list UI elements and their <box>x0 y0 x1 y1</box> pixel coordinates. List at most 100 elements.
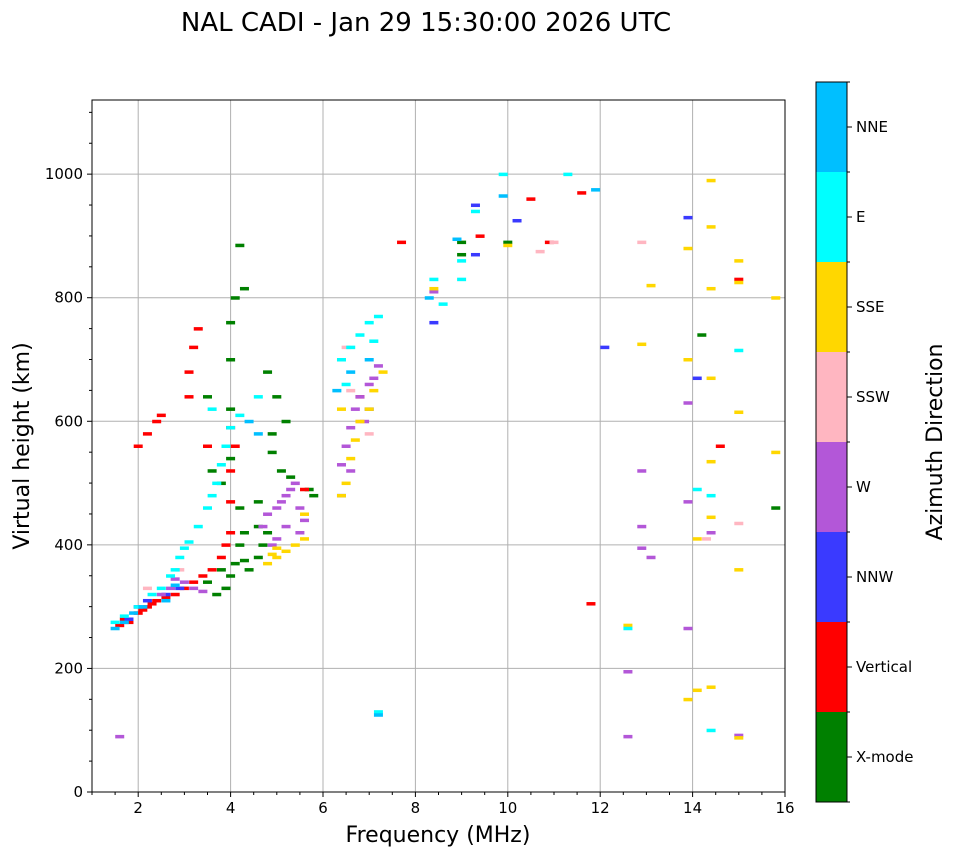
grid-lines <box>92 100 785 792</box>
data-point <box>429 277 439 282</box>
data-point <box>591 188 601 192</box>
data-point <box>457 240 467 245</box>
data-point <box>133 611 143 615</box>
data-point <box>577 191 587 195</box>
data-point <box>142 432 152 436</box>
data-point <box>637 342 647 347</box>
data-point <box>350 438 360 442</box>
data-point <box>429 290 439 294</box>
data-point <box>373 710 383 714</box>
data-point <box>156 592 166 597</box>
data-point <box>637 524 647 529</box>
data-point <box>563 172 573 177</box>
plot-area: 2 4 6 8 10 12 14 16 0 200 400 600 800 1000 <box>45 99 795 817</box>
data-point <box>170 568 180 572</box>
data-point <box>701 537 711 541</box>
data-point <box>216 568 226 572</box>
data-point <box>295 531 305 535</box>
data-point <box>212 481 222 486</box>
data-point <box>276 500 286 504</box>
data-point <box>175 568 185 572</box>
data-point <box>161 595 171 600</box>
y-tick-label: 1000 <box>45 165 83 183</box>
data-point <box>457 277 467 282</box>
data-point <box>152 598 162 603</box>
data-point <box>336 463 346 467</box>
data-point <box>207 568 217 572</box>
data-point <box>373 364 383 368</box>
data-point <box>272 395 282 399</box>
data-point <box>475 234 485 238</box>
data-point <box>226 456 236 461</box>
data-point <box>706 728 716 733</box>
data-point <box>706 685 716 689</box>
colorbar-segment <box>816 712 847 802</box>
data-point <box>203 444 212 448</box>
data-point <box>346 345 356 350</box>
colorbar-segment <box>816 262 847 352</box>
data-point <box>346 370 356 374</box>
data-point <box>263 512 273 516</box>
data-point <box>179 580 189 584</box>
data-point <box>226 425 236 430</box>
data-point <box>369 388 379 393</box>
data-point <box>295 506 305 510</box>
data-point <box>189 586 199 591</box>
data-point <box>119 617 129 621</box>
data-point <box>586 602 596 606</box>
data-point <box>706 376 716 381</box>
x-tick-label: 4 <box>226 799 236 817</box>
data-point <box>683 626 693 631</box>
data-point <box>216 555 226 560</box>
data-point <box>646 283 656 288</box>
colorbar: X-mode Vertical NNW W SSW SSE E NNE <box>815 81 913 803</box>
data-point <box>355 395 365 399</box>
data-point <box>734 568 744 572</box>
data-point <box>175 586 185 591</box>
data-point <box>683 215 693 220</box>
data-point <box>221 444 231 448</box>
data-point <box>175 555 185 560</box>
data-point <box>734 280 744 285</box>
series-nne <box>110 188 601 717</box>
data-point <box>221 586 231 591</box>
data-point <box>198 589 208 594</box>
data-point <box>503 240 513 245</box>
data-point <box>263 531 273 535</box>
data-point <box>364 382 374 387</box>
data-point <box>156 413 166 418</box>
data-point <box>623 734 633 739</box>
data-point <box>734 733 744 738</box>
data-point <box>360 419 370 424</box>
colorbar-segment <box>816 82 847 172</box>
data-point <box>239 558 249 563</box>
data-point <box>706 286 716 291</box>
data-point <box>734 521 744 526</box>
data-point <box>239 286 249 291</box>
chart-title: NAL CADI - Jan 29 15:30:00 2026 UTC <box>181 8 671 38</box>
data-point <box>646 555 656 560</box>
data-point <box>193 327 203 331</box>
data-point <box>623 623 633 628</box>
data-point <box>373 314 383 319</box>
colorbar-frame <box>815 81 848 803</box>
data-point <box>364 320 374 325</box>
data-point <box>235 243 245 248</box>
data-point <box>235 543 245 547</box>
data-point <box>300 512 310 516</box>
data-point <box>119 620 129 625</box>
x-tick-label: 12 <box>591 799 610 817</box>
data-point <box>300 518 310 523</box>
data-point <box>138 605 148 609</box>
data-point <box>734 259 744 263</box>
data-point <box>147 592 157 597</box>
data-point <box>281 493 291 498</box>
data-point <box>221 543 231 547</box>
data-point <box>438 302 448 306</box>
data-point <box>429 320 439 325</box>
colorbar-tick-label: E <box>856 208 865 226</box>
data-point <box>637 469 647 473</box>
data-point <box>706 493 716 498</box>
data-point <box>170 583 180 588</box>
y-tick-label: 400 <box>54 536 83 554</box>
